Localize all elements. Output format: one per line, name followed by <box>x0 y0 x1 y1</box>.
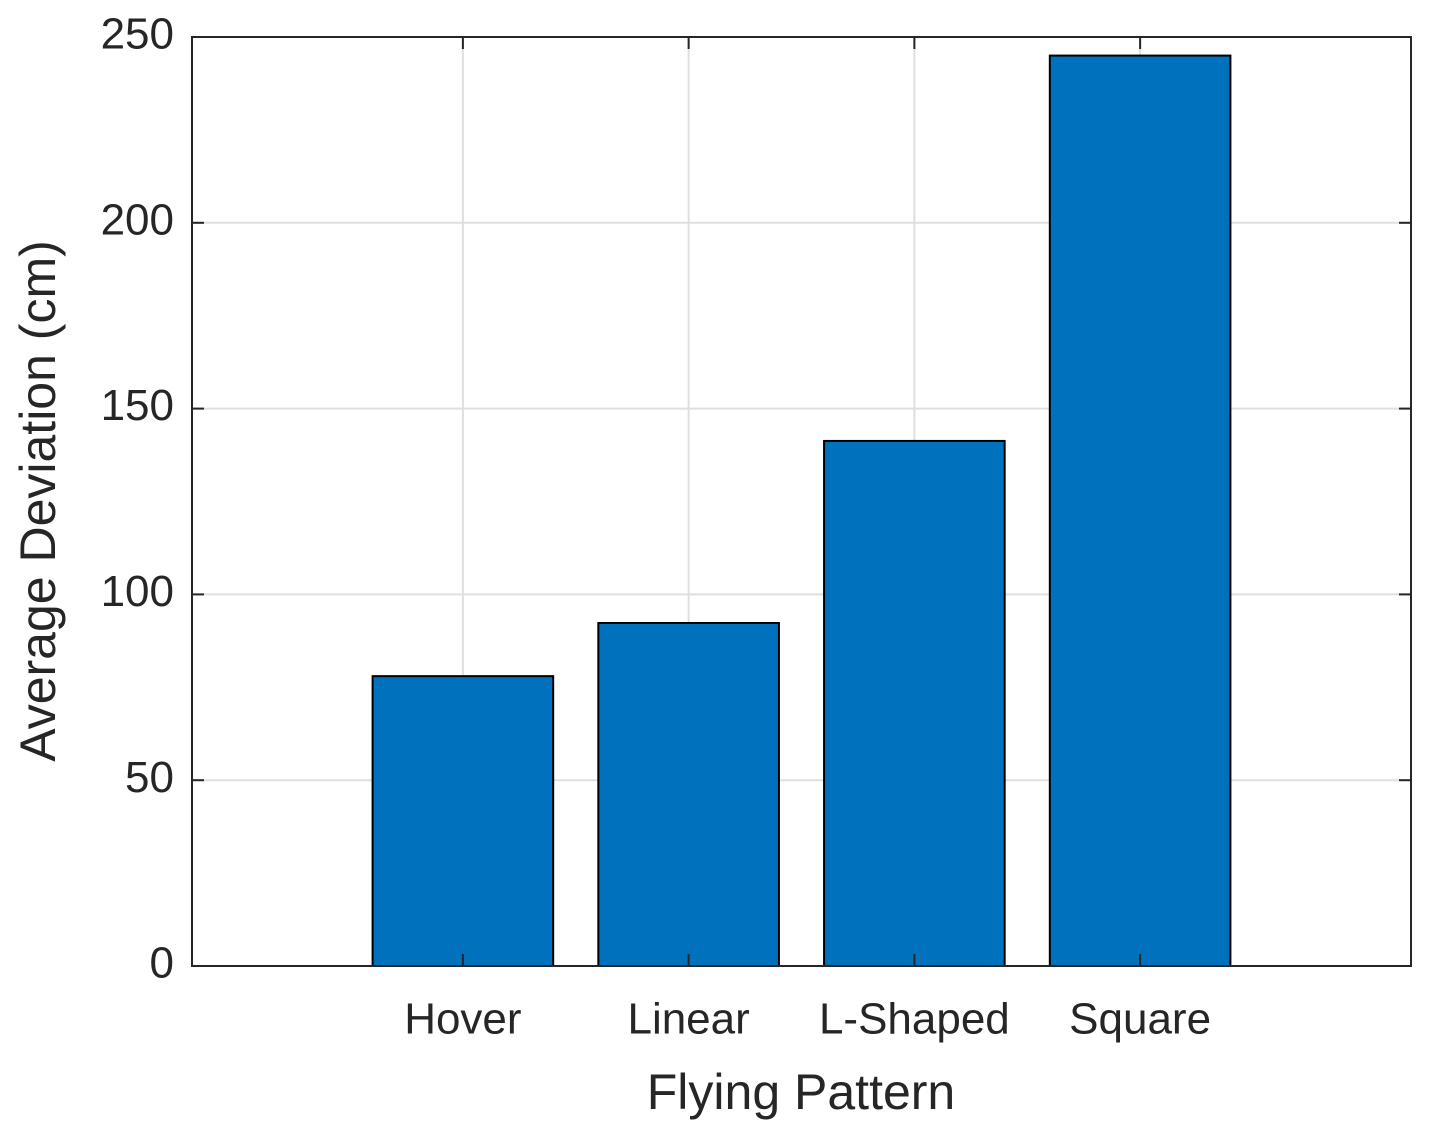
y-tick-label: 200 <box>101 195 174 244</box>
y-tick-label: 50 <box>125 753 174 802</box>
bar <box>823 439 1006 967</box>
x-tick-label: L-Shaped <box>819 995 1010 1044</box>
bar <box>597 622 780 967</box>
x-tick-label: Square <box>1069 995 1211 1044</box>
plot-frame <box>191 36 1412 967</box>
y-axis-label: Average Deviation (cm) <box>10 240 66 762</box>
x-tick-label: Linear <box>627 995 749 1044</box>
x-axis-label: Flying Pattern <box>647 1064 955 1120</box>
y-tick-label: 250 <box>101 10 174 59</box>
y-tick-label: 0 <box>150 939 174 988</box>
y-tick-label: 150 <box>101 381 174 430</box>
bar <box>371 675 555 967</box>
y-tick-label: 100 <box>101 567 174 616</box>
x-tick-label: Hover <box>404 995 521 1044</box>
bar <box>1048 54 1232 967</box>
